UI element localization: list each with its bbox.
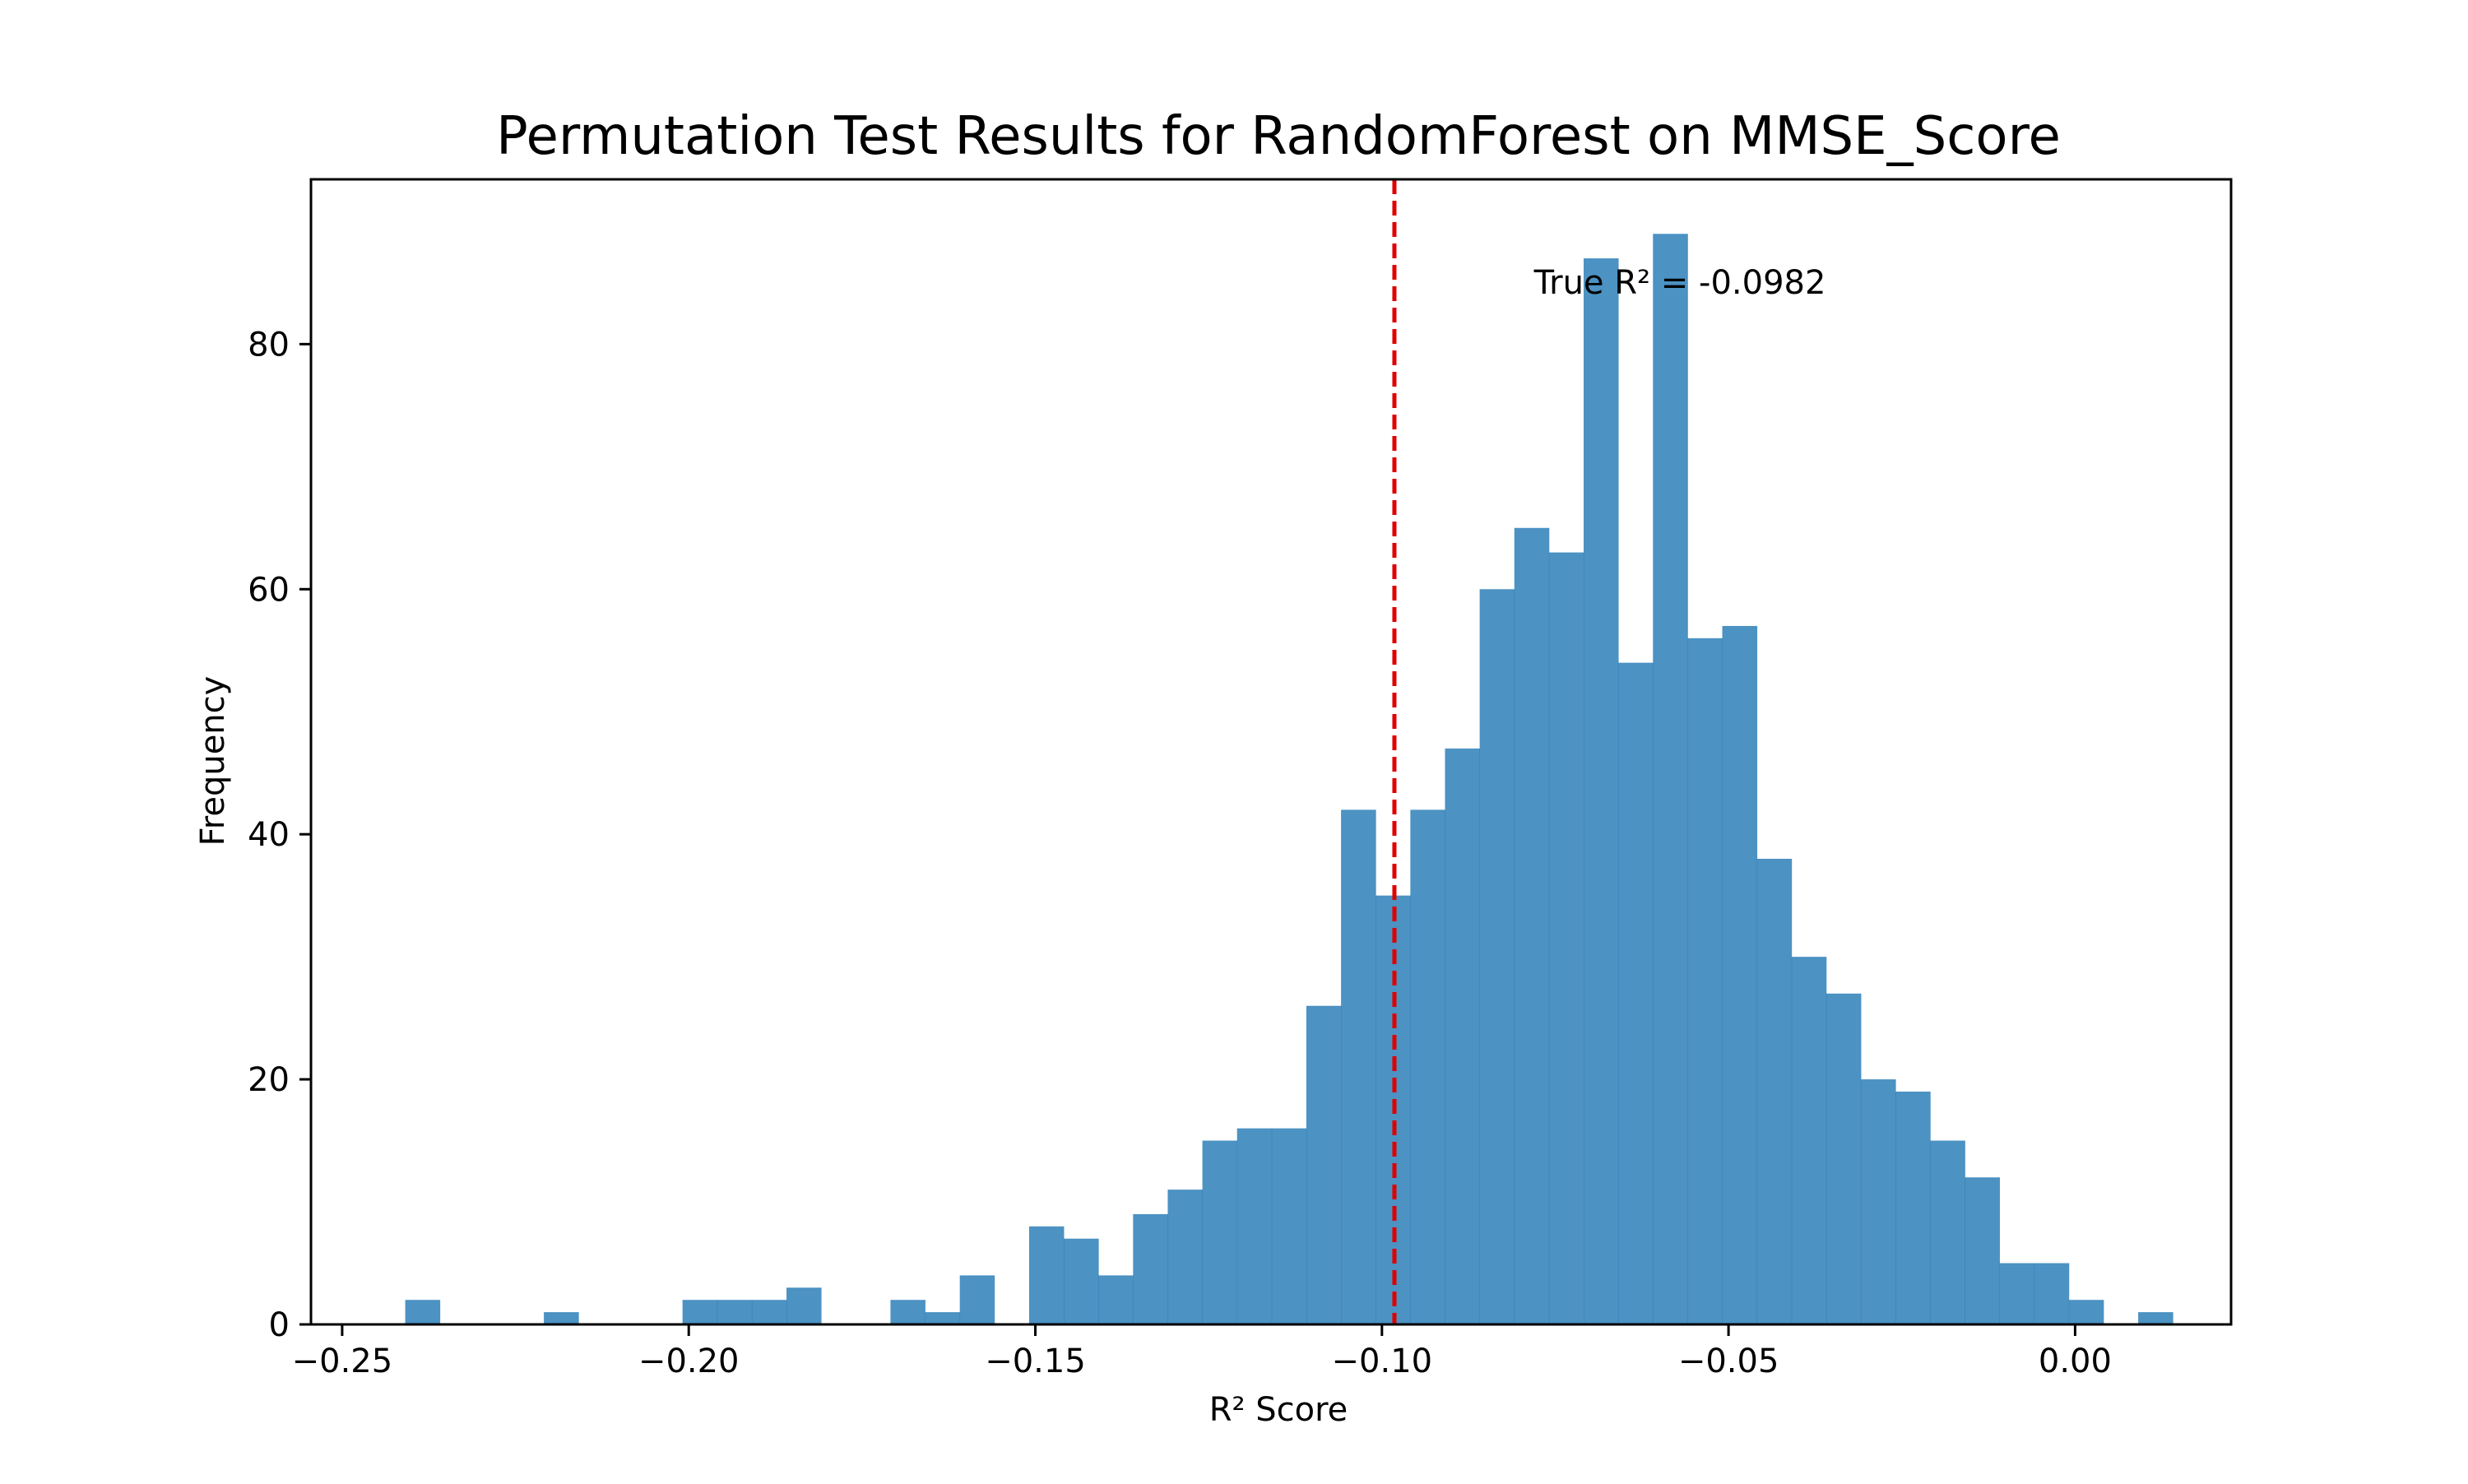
- histogram-bar: [1895, 1091, 1931, 1324]
- histogram-bar: [682, 1300, 718, 1324]
- y-tick-label: 40: [248, 816, 290, 854]
- histogram-bar: [1618, 662, 1654, 1324]
- x-tick-label: −0.05: [1678, 1343, 1779, 1380]
- histogram-bar: [717, 1300, 753, 1324]
- x-tick-label: −0.10: [1332, 1343, 1433, 1380]
- histogram-bar: [1584, 258, 1619, 1325]
- chart-title: Permutation Test Results for RandomFores…: [496, 106, 2061, 167]
- x-tick-label: 0.00: [2039, 1343, 2112, 1380]
- x-tick-label: −0.20: [638, 1343, 740, 1380]
- histogram-bar: [2034, 1263, 2070, 1324]
- histogram-bar: [1028, 1226, 1065, 1324]
- histogram-bar: [890, 1300, 926, 1324]
- histogram-bar: [1861, 1079, 1896, 1324]
- histogram-bar: [1236, 1128, 1273, 1324]
- histogram-bar: [1064, 1238, 1099, 1324]
- histogram-bar: [959, 1275, 995, 1324]
- plot-frame: [309, 178, 2233, 1326]
- y-tick-label: 0: [269, 1306, 290, 1344]
- histogram-bar: [925, 1312, 961, 1324]
- x-axis-label: R² Score: [1209, 1391, 1348, 1429]
- y-tick-label: 80: [248, 326, 290, 364]
- histogram-bar: [1965, 1177, 2000, 1324]
- histogram-bar: [1756, 858, 1793, 1324]
- histogram-bar: [1098, 1275, 1134, 1324]
- histogram-bar: [1722, 625, 1758, 1324]
- histogram-bar: [1271, 1128, 1307, 1324]
- y-axis-label: Frequency: [194, 676, 232, 846]
- histogram-bar: [1514, 527, 1550, 1324]
- y-axis: 0 20 40 60 80: [248, 326, 311, 1344]
- histogram-bar: [1306, 1005, 1342, 1324]
- histogram-bar: [1999, 1263, 2035, 1324]
- histogram-bar: [1791, 957, 1827, 1324]
- histogram-bar: [1341, 809, 1376, 1324]
- histogram-bar: [1445, 748, 1481, 1324]
- y-tick-label: 60: [248, 571, 290, 609]
- x-axis: −0.25 −0.20 −0.15 −0.10 −0.05 0.00: [292, 1324, 2112, 1380]
- histogram-bar: [405, 1300, 441, 1324]
- histogram-bar: [1653, 234, 1688, 1325]
- true-score-annotation: True R² = -0.0982: [1533, 264, 1826, 302]
- histogram-bar: [1687, 638, 1723, 1324]
- histogram-bar: [751, 1300, 787, 1324]
- histogram-bar: [544, 1312, 579, 1324]
- y-tick-label: 20: [248, 1061, 290, 1099]
- histogram-bar: [1479, 589, 1515, 1324]
- histogram-bar: [1825, 993, 1862, 1324]
- x-tick-label: −0.25: [292, 1343, 393, 1380]
- histogram-bars: [405, 234, 2173, 1325]
- histogram-bar: [1410, 809, 1445, 1324]
- histogram-bar: [786, 1287, 822, 1324]
- histogram-bar: [1202, 1140, 1238, 1324]
- histogram-bar: [1133, 1213, 1168, 1324]
- histogram-bar: [1548, 552, 1584, 1324]
- histogram-bar: [1167, 1190, 1203, 1324]
- x-tick-label: −0.15: [985, 1343, 1086, 1380]
- histogram-bar: [2138, 1312, 2173, 1324]
- histogram-bar: [1930, 1140, 1965, 1324]
- histogram-bar: [2068, 1300, 2104, 1324]
